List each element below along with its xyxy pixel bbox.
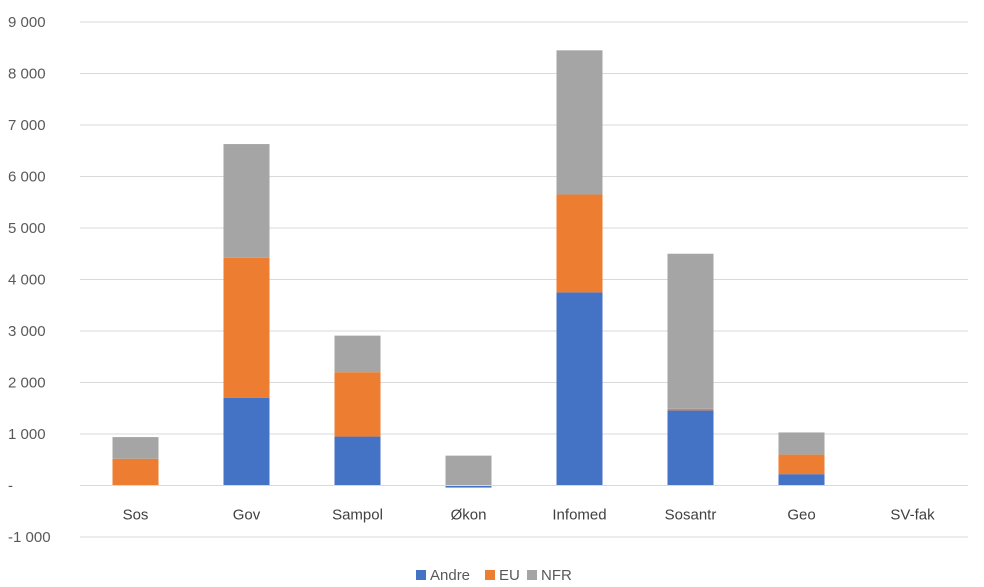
y-tick-label: 5 000 bbox=[8, 220, 46, 237]
bar-segment-eu-6 bbox=[778, 454, 825, 475]
bar-segment-andre-4 bbox=[556, 292, 603, 486]
legend-swatch-nfr bbox=[527, 570, 537, 580]
gridlines bbox=[80, 21, 968, 538]
x-axis-category-labels: Sos Gov Sampol Økon Infomed Sosantr Geo SV-fak bbox=[123, 507, 936, 524]
x-category-label: SV-fak bbox=[890, 507, 935, 524]
x-category-label: Sos bbox=[123, 507, 149, 524]
bar-segment-eu-5 bbox=[667, 408, 714, 411]
y-tick-label: - bbox=[8, 478, 13, 495]
x-category-label: Infomed bbox=[552, 507, 606, 524]
y-tick-label: 3 000 bbox=[8, 323, 46, 340]
bars bbox=[112, 50, 825, 488]
y-tick-label: 7 000 bbox=[8, 117, 46, 134]
y-tick-label: 9 000 bbox=[8, 14, 46, 31]
legend: Andre EU NFR bbox=[416, 567, 572, 584]
legend-swatch-eu bbox=[485, 570, 495, 580]
bar-segment-nfr-5 bbox=[667, 253, 714, 409]
y-tick-label: 8 000 bbox=[8, 66, 46, 83]
x-category-label: Sosantr bbox=[665, 507, 717, 524]
bar-segment-eu-1 bbox=[223, 257, 270, 398]
y-tick-label: 2 000 bbox=[8, 375, 46, 392]
bar-segment-nfr-0 bbox=[112, 437, 159, 459]
y-tick-label: 1 000 bbox=[8, 426, 46, 443]
legend-label-nfr: NFR bbox=[541, 567, 572, 584]
bar-segment-eu-4 bbox=[556, 194, 603, 293]
y-tick-label: -1 000 bbox=[8, 529, 51, 546]
legend-label-andre: Andre bbox=[430, 567, 470, 584]
y-tick-label: 6 000 bbox=[8, 169, 46, 186]
legend-swatch-andre bbox=[416, 570, 426, 580]
legend-label-eu: EU bbox=[499, 567, 520, 584]
bar-segment-nfr-1 bbox=[223, 144, 270, 258]
bar-segment-nfr-3 bbox=[445, 455, 492, 486]
x-category-label: Geo bbox=[787, 507, 815, 524]
bar-segment-andre-1 bbox=[223, 397, 270, 486]
bar-segment-andre-3 bbox=[445, 485, 492, 488]
x-category-label: Sampol bbox=[332, 507, 383, 524]
x-category-label: Økon bbox=[451, 507, 487, 524]
bar-segment-nfr-2 bbox=[334, 335, 381, 373]
bar-segment-nfr-4 bbox=[556, 50, 603, 195]
bar-segment-andre-2 bbox=[334, 436, 381, 486]
y-tick-label: 4 000 bbox=[8, 272, 46, 289]
bar-segment-andre-5 bbox=[667, 410, 714, 486]
x-category-label: Gov bbox=[233, 507, 261, 524]
bar-segment-eu-2 bbox=[334, 372, 381, 437]
bar-segment-eu-0 bbox=[112, 458, 159, 486]
bar-segment-andre-6 bbox=[778, 474, 825, 486]
bar-segment-nfr-6 bbox=[778, 432, 825, 455]
